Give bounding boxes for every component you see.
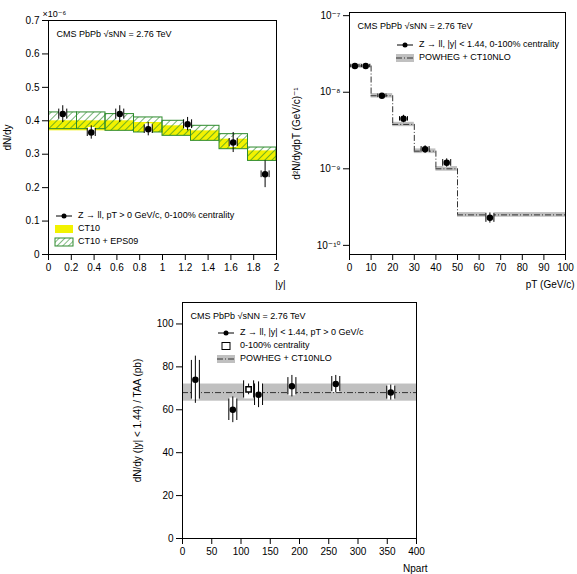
svg-text:|y|: |y| bbox=[275, 279, 285, 290]
svg-text:10⁻⁸: 10⁻⁸ bbox=[320, 86, 341, 97]
svg-text:250: 250 bbox=[320, 546, 337, 557]
svg-text:0.6: 0.6 bbox=[26, 48, 40, 59]
html-text:Z → ll, |y| < 1.44, pT > 0 GeV: Z → ll, |y| < 1.44, pT > 0 GeV/c bbox=[240, 327, 364, 337]
svg-text:300: 300 bbox=[350, 546, 367, 557]
svg-text:0.6: 0.6 bbox=[110, 262, 124, 273]
svg-text:0: 0 bbox=[180, 546, 186, 557]
svg-text:d²N/dydpT (GeV/c)⁻¹: d²N/dydpT (GeV/c)⁻¹ bbox=[291, 87, 302, 180]
svg-text:1: 1 bbox=[160, 262, 166, 273]
svg-text:dN/dy: dN/dy bbox=[2, 124, 13, 150]
svg-text:CMS PbPb √sNN = 2.76 TeV: CMS PbPb √sNN = 2.76 TeV bbox=[358, 21, 473, 31]
svg-text:100: 100 bbox=[233, 546, 250, 557]
svg-text:100: 100 bbox=[557, 262, 574, 273]
svg-text:1.8: 1.8 bbox=[247, 262, 261, 273]
svg-text:60: 60 bbox=[162, 404, 174, 415]
svg-text:200: 200 bbox=[291, 546, 308, 557]
svg-text:80: 80 bbox=[517, 262, 529, 273]
svg-text:10⁻⁷: 10⁻⁷ bbox=[320, 10, 340, 21]
svg-text:90: 90 bbox=[538, 262, 550, 273]
svg-text:CMS PbPb √sNN = 2.76 TeV: CMS PbPb √sNN = 2.76 TeV bbox=[191, 311, 306, 321]
svg-text:10: 10 bbox=[366, 262, 378, 273]
svg-text:1.2: 1.2 bbox=[178, 262, 192, 273]
html-text:Z → ll, |y| < 1.44, 0-100% cen: Z → ll, |y| < 1.44, 0-100% centrality bbox=[419, 39, 559, 49]
svg-text:60: 60 bbox=[474, 262, 486, 273]
html-text:CT10 + EPS09: CT10 + EPS09 bbox=[78, 236, 139, 246]
svg-text:10⁻⁹: 10⁻⁹ bbox=[320, 163, 341, 174]
svg-text:Npart: Npart bbox=[403, 563, 428, 574]
svg-text:0: 0 bbox=[46, 262, 52, 273]
svg-text:0.4: 0.4 bbox=[26, 115, 40, 126]
svg-text:2: 2 bbox=[274, 262, 280, 273]
svg-text:CMS PbPb √sNN = 2.76 TeV: CMS PbPb √sNN = 2.76 TeV bbox=[57, 29, 172, 39]
svg-text:30: 30 bbox=[409, 262, 421, 273]
svg-text:0: 0 bbox=[168, 533, 174, 544]
svg-text:400: 400 bbox=[408, 546, 425, 557]
svg-text:350: 350 bbox=[379, 546, 396, 557]
svg-text:50: 50 bbox=[206, 546, 218, 557]
svg-text:10⁻¹⁰: 10⁻¹⁰ bbox=[317, 240, 341, 251]
html-text:POWHEG + CT10NLO: POWHEG + CT10NLO bbox=[240, 353, 332, 363]
svg-text:0.4: 0.4 bbox=[87, 262, 101, 273]
svg-text:40: 40 bbox=[430, 262, 442, 273]
svg-text:0.2: 0.2 bbox=[26, 182, 40, 193]
svg-text:0: 0 bbox=[347, 262, 353, 273]
svg-text:pT (GeV/c): pT (GeV/c) bbox=[526, 279, 575, 290]
svg-text:×10⁻⁶: ×10⁻⁶ bbox=[43, 9, 67, 19]
svg-text:0.3: 0.3 bbox=[26, 148, 40, 159]
svg-text:80: 80 bbox=[162, 361, 174, 372]
svg-text:0: 0 bbox=[34, 249, 40, 260]
svg-text:150: 150 bbox=[262, 546, 279, 557]
svg-text:40: 40 bbox=[162, 447, 174, 458]
svg-text:dN/dy (|y| < 1.44) / TAA (pb): dN/dy (|y| < 1.44) / TAA (pb) bbox=[132, 359, 143, 483]
svg-text:100: 100 bbox=[157, 318, 174, 329]
svg-text:70: 70 bbox=[495, 262, 507, 273]
svg-text:0.2: 0.2 bbox=[64, 262, 78, 273]
svg-text:0.7: 0.7 bbox=[26, 15, 40, 26]
svg-text:0.1: 0.1 bbox=[26, 215, 40, 226]
svg-text:0.8: 0.8 bbox=[133, 262, 147, 273]
html-text:POWHEG + CT10NLO: POWHEG + CT10NLO bbox=[419, 52, 511, 62]
html-text:Z → ll, pT > 0 GeV/c, 0-100% c: Z → ll, pT > 0 GeV/c, 0-100% centrality bbox=[78, 210, 235, 220]
svg-text:20: 20 bbox=[387, 262, 399, 273]
svg-text:1.6: 1.6 bbox=[224, 262, 238, 273]
svg-text:50: 50 bbox=[452, 262, 464, 273]
html-text:0-100% centrality: 0-100% centrality bbox=[240, 340, 310, 350]
svg-text:20: 20 bbox=[162, 490, 174, 501]
html-text:CT10: CT10 bbox=[78, 223, 100, 233]
svg-text:0.5: 0.5 bbox=[26, 82, 40, 93]
svg-text:1.4: 1.4 bbox=[201, 262, 215, 273]
